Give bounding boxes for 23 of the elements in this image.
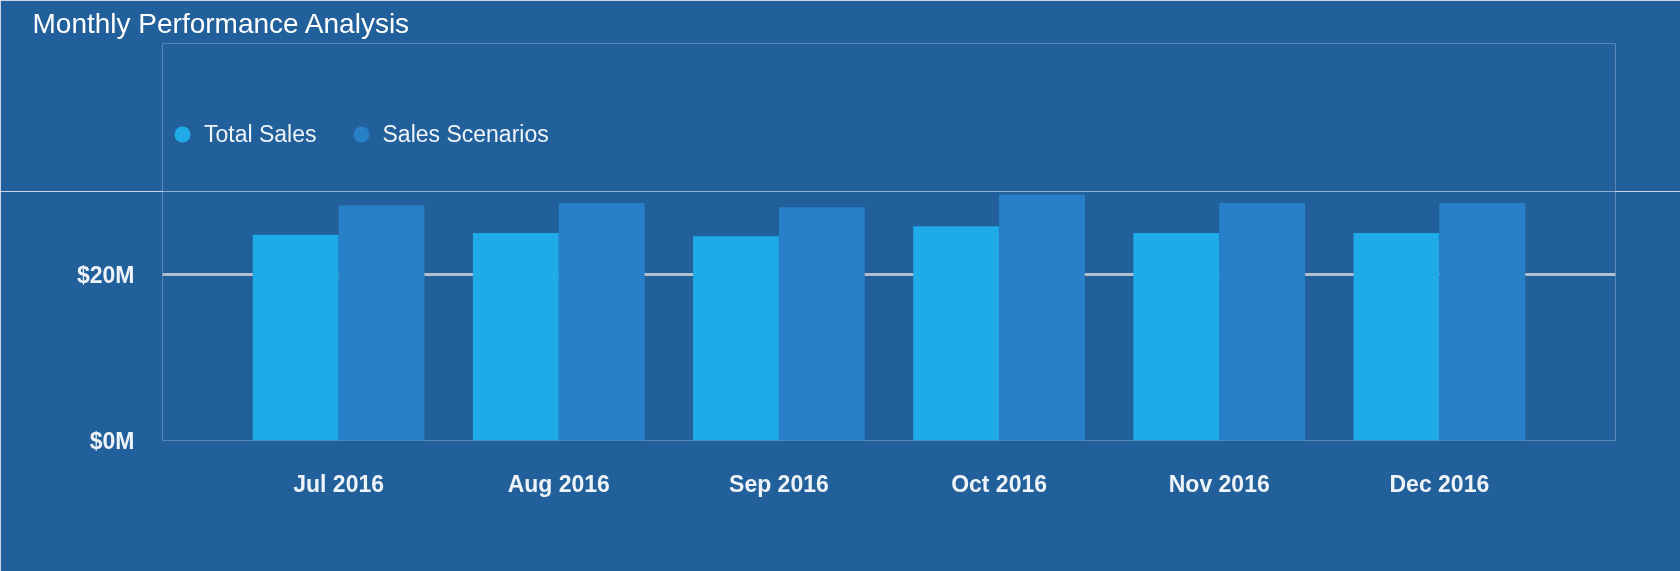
bar: [1133, 233, 1220, 441]
x-tick-label: Jul 2016: [293, 470, 385, 497]
bar: [1439, 203, 1526, 441]
y-tick-label: $0M: [89, 427, 135, 454]
bar: [252, 234, 339, 441]
x-tick-label: Sep 2016: [729, 470, 829, 497]
bar: [558, 203, 645, 441]
x-tick-label: Aug 2016: [507, 470, 610, 497]
bar: [338, 205, 425, 441]
bar: [913, 226, 1000, 441]
legend-label: Total Sales: [204, 120, 317, 148]
chart-title: Monthly Performance Analysis: [32, 7, 410, 39]
bar: [472, 233, 559, 441]
bar: [1219, 203, 1306, 441]
bar: [1353, 233, 1440, 441]
bar: [693, 236, 779, 441]
x-tick-label: Dec 2016: [1389, 470, 1490, 497]
bar: [999, 194, 1085, 441]
legend-label: Sales Scenarios: [382, 120, 549, 148]
x-tick-label: Oct 2016: [951, 470, 1048, 497]
bar: [778, 207, 865, 441]
x-tick-label: Nov 2016: [1168, 470, 1270, 497]
y-tick-label: $20M: [76, 261, 135, 288]
